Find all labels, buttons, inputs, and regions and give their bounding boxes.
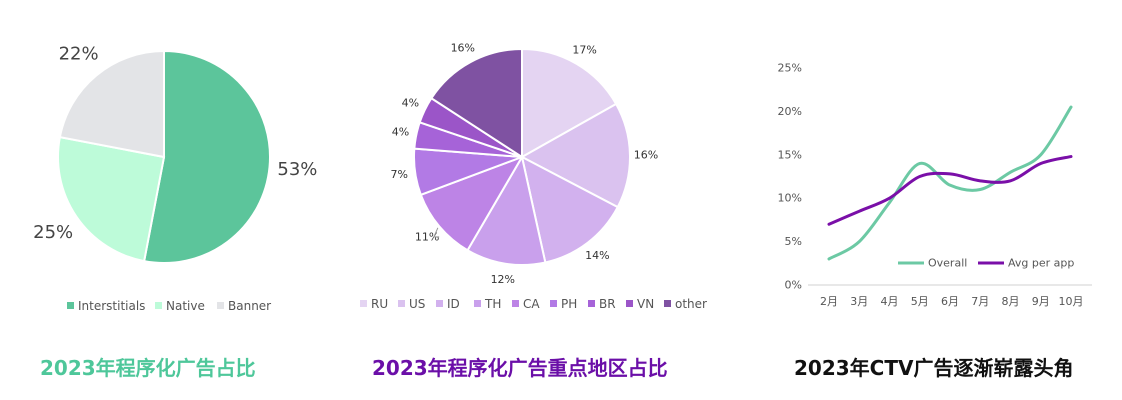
series-line-avg-per-app xyxy=(827,155,1073,226)
legend-swatch-native xyxy=(155,302,162,309)
y-tick-label: 20% xyxy=(778,105,802,118)
legend-swatch-other xyxy=(664,300,671,307)
data-label-ru: 17% xyxy=(572,43,596,56)
x-tick-label: 10月 xyxy=(1059,295,1084,308)
pie-slice-id xyxy=(520,155,620,264)
pie-slice-ca xyxy=(419,155,525,252)
ctv-line-chart: 0% 5% 10% 15% 20% 25% 2月 3月 4月 5月 6月 7月 8月 9月 10月 Overa… xyxy=(778,62,1092,308)
data-label-ph: 7% xyxy=(390,168,407,181)
data-label-banner: 22% xyxy=(59,43,99,64)
data-label-native: 25% xyxy=(33,222,73,243)
legend-label-interstitials: Interstitials xyxy=(78,299,145,313)
pie-slice-interstitials xyxy=(142,49,271,264)
legend-label-other: other xyxy=(675,297,707,311)
legend-label-vn: VN xyxy=(637,297,654,311)
y-tick-label: 25% xyxy=(778,62,802,75)
x-tick-label: 5月 xyxy=(911,295,929,308)
y-tick-label: 5% xyxy=(785,235,802,248)
legend-swatch-ca xyxy=(512,300,519,307)
y-tick-label: 15% xyxy=(778,148,802,161)
x-tick-label: 6月 xyxy=(941,295,959,308)
legend-label-ru: RU xyxy=(371,297,388,311)
pie-slice-th xyxy=(466,154,547,266)
pie-slice-ru xyxy=(521,47,618,159)
legend-label-native: Native xyxy=(166,299,205,313)
data-label-id: 14% xyxy=(585,249,609,262)
pie-slice-us xyxy=(519,102,631,209)
format-pie-title: 2023年程序化广告占比 xyxy=(40,356,256,380)
data-label-br: 4% xyxy=(392,126,409,139)
leader-line-ca xyxy=(433,227,440,238)
x-tick-label: 3月 xyxy=(850,295,868,308)
pie-slice-banner xyxy=(58,49,165,159)
x-tick-label: 4月 xyxy=(881,295,899,308)
data-label-vn: 4% xyxy=(402,96,419,109)
legend-label-th: TH xyxy=(484,297,501,311)
legend-label-avg-per-app: Avg per app xyxy=(1008,257,1074,270)
pie-slice-other xyxy=(430,47,523,159)
legend-swatch-interstitials xyxy=(67,302,74,309)
format-pie-chart: 53% 25% 22% Interstitials Native Banner xyxy=(33,43,317,313)
legend-label-ph: PH xyxy=(561,297,577,311)
legend-swatch-us xyxy=(398,300,405,307)
data-label-interstitials: 53% xyxy=(277,159,317,180)
series-line-overall xyxy=(827,105,1073,261)
legend-label-us: US xyxy=(409,297,425,311)
legend-swatch-ph xyxy=(550,300,557,307)
legend-label-id: ID xyxy=(447,297,460,311)
legend-swatch-th xyxy=(474,300,481,307)
x-tick-label: 2月 xyxy=(820,295,838,308)
region-pie-panel: 17% 16% 14% 12% 11% 7% 4% 4% 16% RU US ID TH CA PH BR VN… xyxy=(340,0,720,400)
x-tick-label: 7月 xyxy=(971,295,989,308)
legend-swatch-br xyxy=(588,300,595,307)
y-tick-label: 10% xyxy=(778,192,802,205)
legend-swatch-id xyxy=(436,300,443,307)
data-label-us: 16% xyxy=(634,149,658,162)
pie-slice-native xyxy=(57,135,166,263)
region-pie-chart: 17% 16% 14% 12% 11% 7% 4% 4% 16% RU US ID TH CA PH BR VN… xyxy=(360,42,707,311)
y-tick-label: 0% xyxy=(785,279,802,292)
legend-swatch-banner xyxy=(217,302,224,309)
interstitial-pie-panel: 53% 25% 22% Interstitials Native Banner 2023年… xyxy=(0,0,340,400)
legend-label-banner: Banner xyxy=(228,299,271,313)
legend-label-br: BR xyxy=(599,297,616,311)
legend-swatch-ru xyxy=(360,300,367,307)
ctv-line-panel: 0% 5% 10% 15% 20% 25% 2月 3月 4月 5月 6月 7月 8月 9月 10月 Overa… xyxy=(720,0,1122,400)
data-label-other: 16% xyxy=(451,42,475,55)
region-pie-title: 2023年程序化广告重点地区占比 xyxy=(372,356,668,380)
ctv-line-title: 2023年CTV广告逐渐崭露头角 xyxy=(794,356,1074,380)
legend-label-ca: CA xyxy=(523,297,540,311)
x-tick-label: 8月 xyxy=(1002,295,1020,308)
legend-swatch-vn xyxy=(626,300,633,307)
data-label-th: 12% xyxy=(491,273,515,286)
legend-label-overall: Overall xyxy=(928,257,967,270)
data-label-ca: 11% xyxy=(415,230,439,243)
x-tick-label: 9月 xyxy=(1032,295,1050,308)
